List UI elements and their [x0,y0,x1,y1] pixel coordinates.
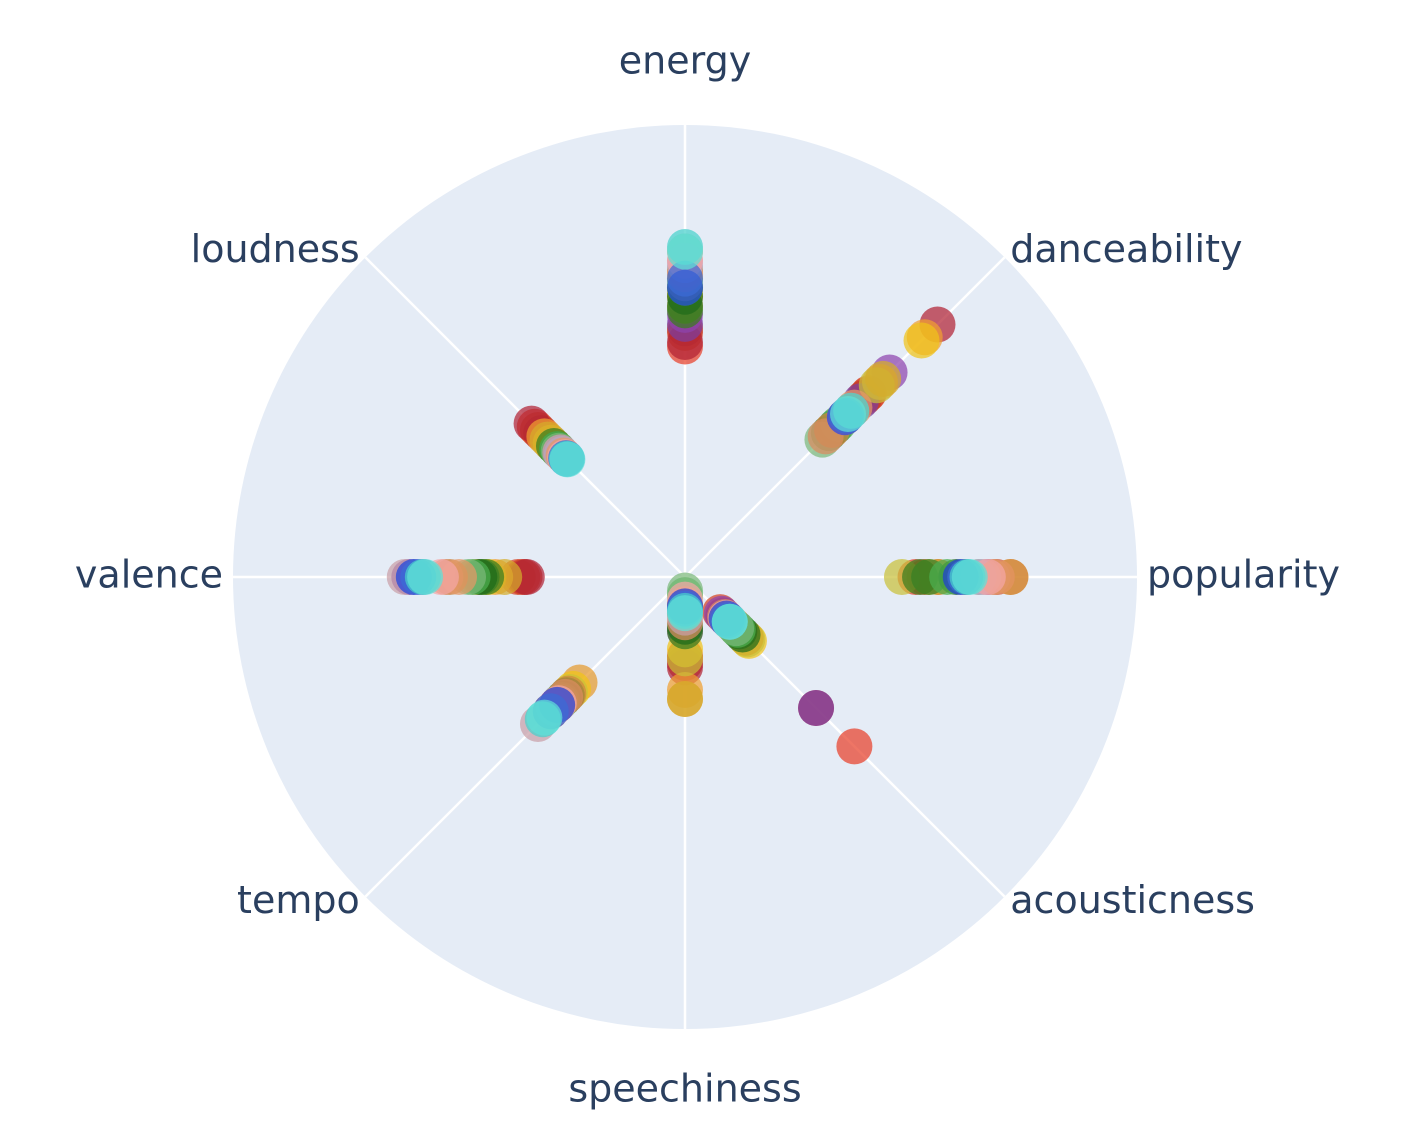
axis-label-energy: energy [619,39,751,83]
data-point-valence[interactable] [407,559,444,595]
data-point-acousticness[interactable] [711,603,748,640]
data-point-energy[interactable] [667,233,703,270]
data-point-loudness[interactable] [549,441,586,478]
data-point-acousticness[interactable] [798,690,835,727]
data-point-popularity[interactable] [951,559,988,595]
axis-label-speechiness: speechiness [568,1067,801,1111]
axis-label-loudness: loudness [191,227,360,271]
data-point-tempo[interactable] [526,699,563,736]
data-point-danceability[interactable] [830,395,867,432]
data-point-acousticness[interactable] [836,728,873,765]
data-point-popularity[interactable] [902,559,939,595]
data-points-layer [386,229,1029,765]
axis-label-valence: valence [75,553,223,597]
data-point-danceability[interactable] [865,360,902,397]
data-point-energy[interactable] [667,260,703,297]
axis-label-danceability: danceability [1010,227,1242,271]
axis-label-tempo: tempo [237,878,360,922]
series-25 [407,233,988,736]
axis-label-acousticness: acousticness [1010,878,1255,922]
axis-label-popularity: popularity [1147,553,1340,597]
axis-labels-layer: energy danceability popularity acousticness… [75,39,1340,1111]
data-point-speechiness[interactable] [667,640,703,677]
data-point-speechiness[interactable] [667,595,703,632]
data-point-speechiness[interactable] [667,681,703,718]
spoke-tempo [364,576,686,898]
data-point-danceability[interactable] [903,322,940,359]
